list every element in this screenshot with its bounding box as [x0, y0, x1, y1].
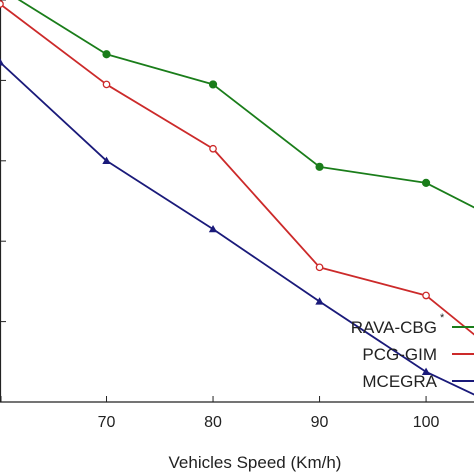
x-tick-label: 70 [98, 414, 116, 431]
series-pcg-gim [0, 0, 474, 336]
x-tick-label: 80 [204, 414, 222, 431]
x-axis-label: Vehicles Speed (Km/h) [169, 453, 342, 472]
legend: RAVA-CBG * PCG-GIM MCEGRA [351, 312, 474, 391]
chart-axes [0, 0, 474, 403]
data-point [315, 263, 324, 272]
legend-label: PCG-GIM [362, 345, 437, 364]
legend-label: RAVA-CBG [351, 318, 437, 337]
legend-label-suffix: * [440, 312, 445, 324]
series-line [0, 3, 474, 336]
data-point [0, 58, 5, 66]
series-line [17, 0, 474, 209]
data-point [422, 291, 430, 300]
data-point [0, 0, 4, 8]
series-rava-cbg [17, 0, 474, 209]
data-point [209, 144, 217, 153]
data-point [421, 367, 431, 375]
series-layer [0, 0, 474, 396]
data-point [102, 156, 111, 164]
data-point [208, 80, 218, 89]
series-clip-group [0, 0, 474, 396]
series-mcegra [0, 58, 474, 396]
legend-label: MCEGRA [362, 372, 437, 391]
data-point [102, 50, 111, 59]
x-tick-label: 100 [413, 414, 440, 431]
data-point [208, 224, 218, 233]
tick-labels: 70 80 90 100 [98, 414, 440, 431]
data-point [102, 80, 111, 89]
series-line [0, 61, 474, 396]
data-point [315, 297, 324, 305]
data-point [315, 162, 324, 171]
x-tick-label: 90 [311, 414, 329, 431]
data-point [421, 178, 431, 188]
